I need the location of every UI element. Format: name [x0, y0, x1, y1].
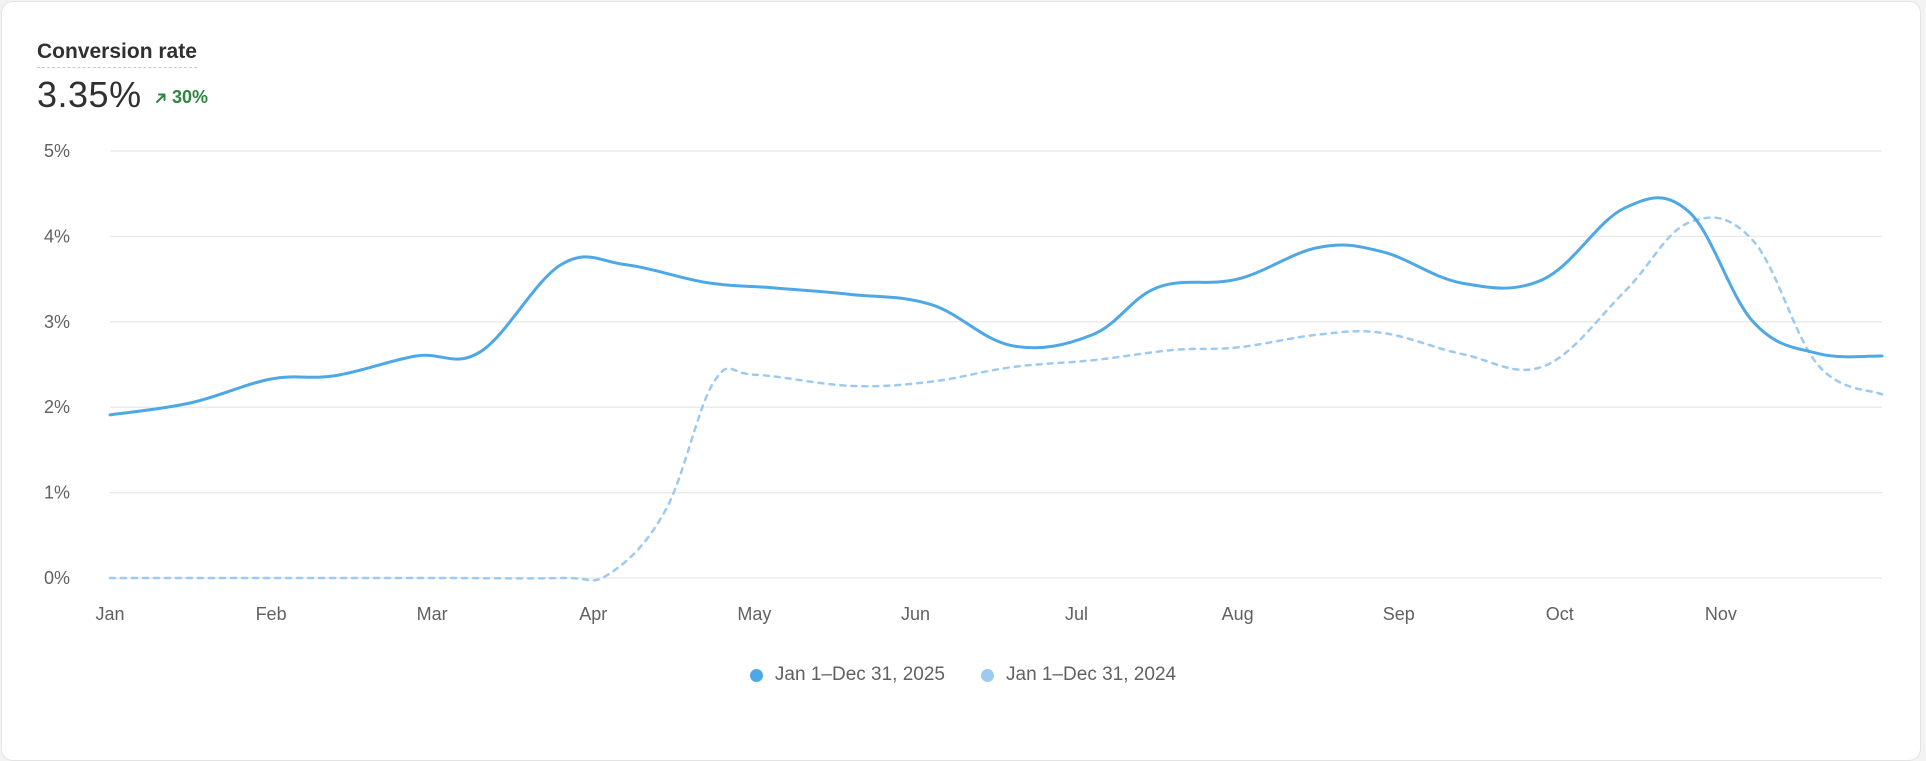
- x-tick-label: May: [737, 604, 771, 624]
- card-title[interactable]: Conversion rate: [37, 40, 197, 68]
- legend-item-current[interactable]: Jan 1–Dec 31, 2025: [749, 664, 945, 686]
- legend-item-previous[interactable]: Jan 1–Dec 31, 2024: [981, 664, 1176, 686]
- x-tick-label: Feb: [256, 604, 287, 624]
- x-tick-label: Nov: [1705, 604, 1737, 624]
- legend-dot-icon: [749, 668, 763, 682]
- x-tick-label: Jan: [95, 604, 124, 624]
- metric-value: 3.35%: [37, 74, 142, 115]
- series-lines: [108, 196, 1884, 582]
- x-axis-ticks: Jan Feb Mar Apr May Jun Jul Aug Sep Oct Nov: [95, 604, 1736, 624]
- series-line-2025[interactable]: [108, 196, 1884, 417]
- x-tick-label: Mar: [417, 604, 448, 624]
- chart-legend: Jan 1–Dec 31, 2025 Jan 1–Dec 31, 2024: [0, 664, 1926, 686]
- x-tick-label: Sep: [1383, 604, 1415, 624]
- y-axis-ticks: 0% 1% 2% 3% 4% 5%: [44, 141, 70, 588]
- y-tick-label: 0%: [44, 568, 70, 588]
- change-badge: 30%: [154, 87, 208, 108]
- arrow-up-right-icon: [156, 93, 166, 103]
- line-chart: 0% 1% 2% 3% 4% 5% Jan Feb Mar Apr May Jun Jul Aug Sep…: [44, 141, 1884, 624]
- y-tick-label: 4%: [44, 226, 70, 246]
- legend-dot-icon: [981, 668, 994, 682]
- legend-label: Jan 1–Dec 31, 2024: [1006, 664, 1177, 685]
- x-tick-label: Jun: [901, 604, 930, 624]
- y-tick-label: 1%: [44, 483, 70, 503]
- x-tick-label: Apr: [579, 604, 607, 624]
- y-tick-label: 3%: [44, 312, 70, 332]
- series-line-2024[interactable]: [108, 216, 1884, 582]
- change-value: 30%: [172, 87, 209, 107]
- x-tick-label: Jul: [1065, 604, 1088, 624]
- y-tick-label: 5%: [44, 141, 70, 161]
- x-tick-label: Aug: [1222, 604, 1254, 624]
- grid-lines: [110, 150, 1882, 579]
- y-tick-label: 2%: [44, 397, 70, 417]
- x-tick-label: Oct: [1546, 604, 1574, 624]
- legend-label: Jan 1–Dec 31, 2025: [774, 664, 945, 685]
